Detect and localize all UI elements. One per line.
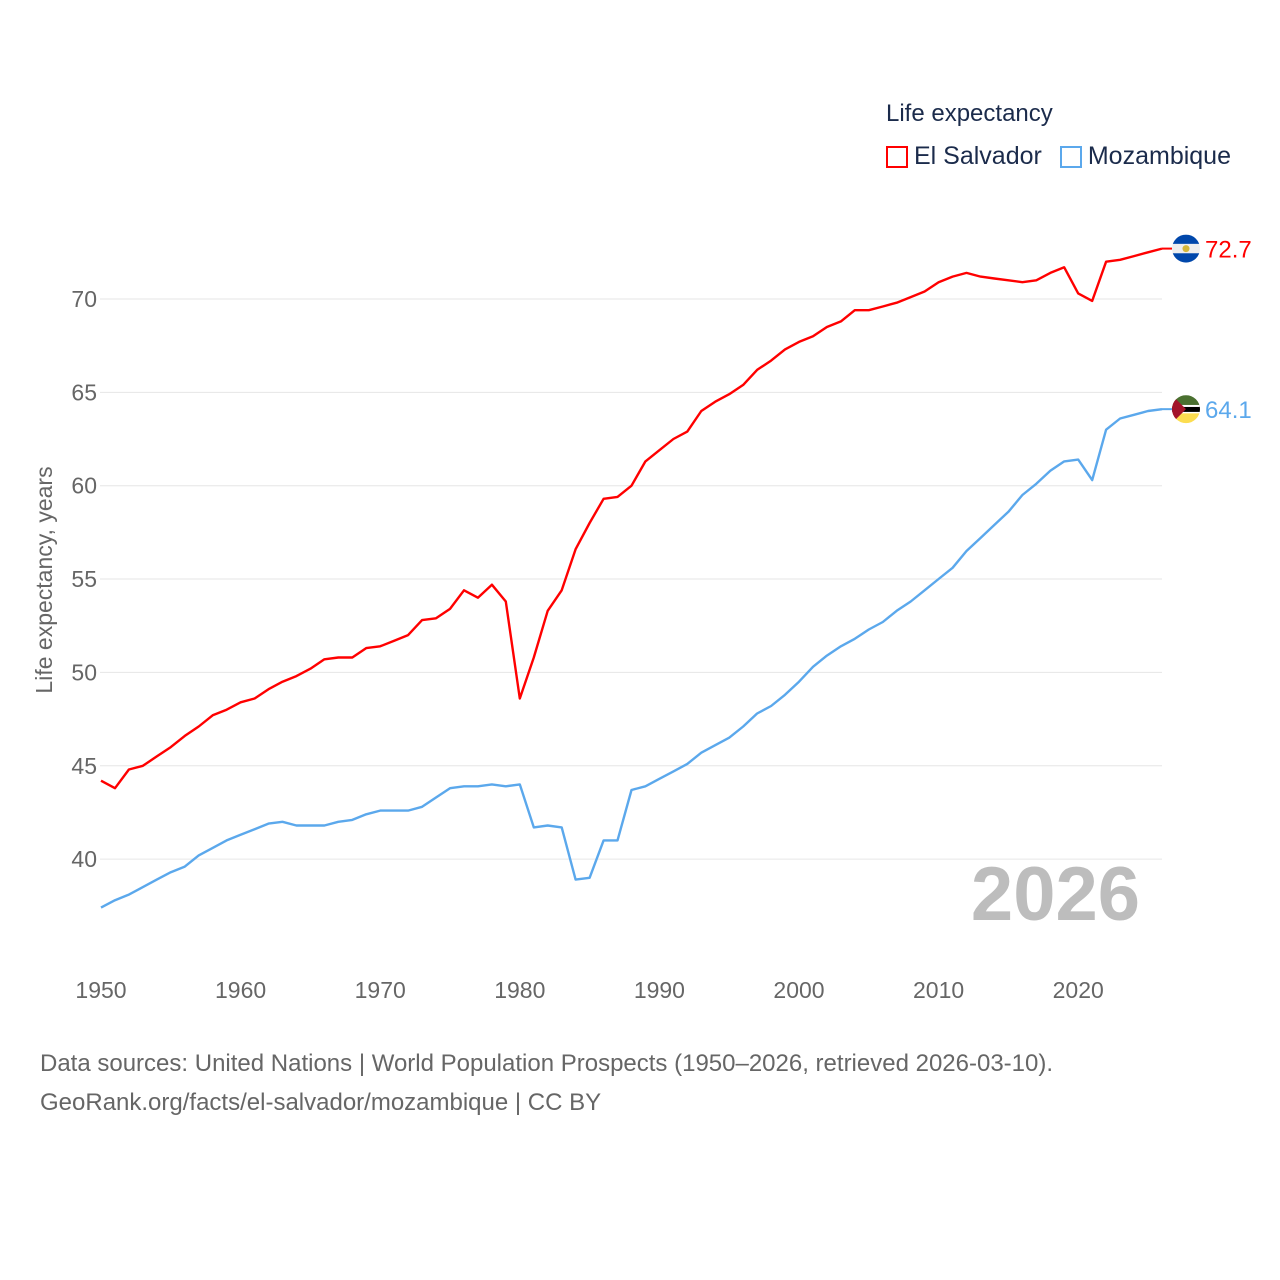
x-tick-label: 1980 — [494, 977, 545, 1003]
footer: Data sources: United Nations | World Pop… — [40, 1044, 1053, 1122]
legend: El Salvador Mozambique — [886, 142, 1231, 171]
legend-swatch-el-salvador — [886, 145, 908, 168]
source-url-text[interactable]: GeoRank.org/facts/el-salvador/mozambique… — [40, 1089, 602, 1116]
y-tick-label: 45 — [71, 753, 97, 779]
y-tick-label: 70 — [71, 286, 97, 312]
year-watermark: 2026 — [971, 852, 1140, 937]
series-line-el-salvador — [100, 247, 1163, 790]
y-tick-label: 60 — [71, 473, 97, 499]
legend-label: El Salvador — [914, 142, 1042, 170]
x-tick-label: 1970 — [355, 977, 406, 1003]
legend-title: Life expectancy — [886, 100, 1053, 127]
flag-icon-el-salvador — [1172, 234, 1200, 263]
y-tick-label: 55 — [71, 566, 97, 592]
flag-icon-mozambique — [1172, 395, 1200, 424]
y-tick-label: 65 — [71, 379, 97, 405]
series-line-mozambique — [100, 408, 1163, 909]
legend-swatch-mozambique — [1059, 145, 1082, 168]
legend-item-el-salvador[interactable]: El Salvador — [886, 142, 1042, 171]
end-value-label-mozambique: 64.1 — [1205, 397, 1252, 424]
y-axis-label: Life expectancy, years — [31, 466, 57, 693]
x-tick-label: 2010 — [913, 977, 964, 1003]
end-value-label-el-salvador: 72.7 — [1205, 237, 1252, 264]
legend-item-mozambique[interactable]: Mozambique — [1059, 142, 1231, 171]
x-tick-label: 2020 — [1053, 977, 1104, 1003]
x-tick-label: 1990 — [634, 977, 685, 1003]
y-tick-label: 50 — [71, 659, 97, 685]
data-source-text: Data sources: United Nations | World Pop… — [40, 1050, 1054, 1077]
x-tick-label: 2000 — [773, 977, 824, 1003]
x-tick-label: 1960 — [215, 977, 266, 1003]
legend-label: Mozambique — [1087, 142, 1231, 170]
x-tick-label: 1950 — [75, 977, 126, 1003]
y-tick-label: 40 — [71, 846, 97, 872]
